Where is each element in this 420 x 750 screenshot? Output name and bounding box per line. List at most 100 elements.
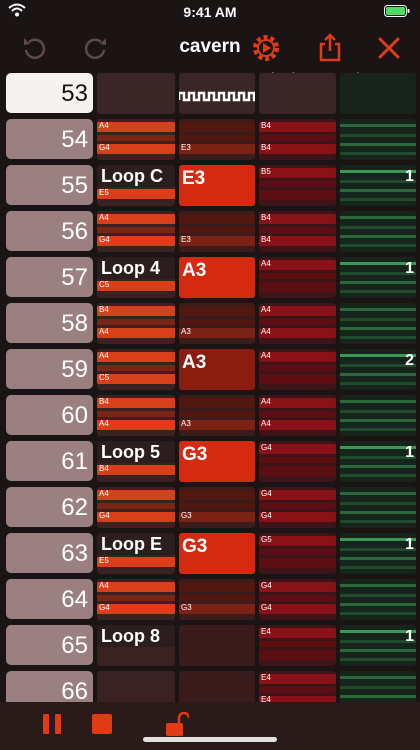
row-number-button[interactable]: 66 <box>6 671 93 702</box>
note-bar <box>97 328 175 338</box>
noi-cell[interactable]: 1 <box>340 625 416 666</box>
noi-cell[interactable] <box>340 487 416 528</box>
sq2-cell[interactable]: A3 <box>179 303 255 344</box>
sq1-cell[interactable] <box>97 73 175 114</box>
tri-cell[interactable]: E4 E4 <box>259 671 336 702</box>
redo-button[interactable] <box>78 30 114 66</box>
row-number-button[interactable]: 55 <box>6 165 93 205</box>
sq2-cell[interactable] <box>179 73 255 114</box>
row-number-button[interactable]: 63 <box>6 533 93 573</box>
pause-button[interactable] <box>40 712 70 742</box>
stop-button[interactable] <box>90 712 120 742</box>
tri-cell[interactable]: G5 <box>259 533 336 574</box>
tri-cell[interactable]: A4 A4 <box>259 395 336 436</box>
row-number-button[interactable]: 65 <box>6 625 93 665</box>
noi-cell[interactable]: 1 <box>340 257 416 298</box>
note-bar <box>97 236 175 246</box>
noi-cell[interactable]: 1 <box>340 533 416 574</box>
sq1-cell[interactable]: A4 G4 <box>97 119 175 160</box>
sq2-cell[interactable]: G3 <box>179 579 255 620</box>
tri-cell[interactable]: A4 <box>259 257 336 298</box>
sq1-cell[interactable]: Loop E E5 <box>97 533 175 574</box>
tri-cell[interactable]: B4 B4 <box>259 119 336 160</box>
row-number: 59 <box>61 356 88 383</box>
sq1-cell[interactable]: Loop C E5 <box>97 165 175 206</box>
note-value: E3 <box>182 168 206 189</box>
note-bar <box>259 444 336 454</box>
row-number-button[interactable]: 53 <box>6 73 93 113</box>
row-number-button[interactable]: 60 <box>6 395 93 435</box>
row-number-button[interactable]: 57 <box>6 257 93 297</box>
tri-cell[interactable]: B4 B4 <box>259 211 336 252</box>
note-bar <box>259 466 336 476</box>
tri-cell[interactable]: G4 G4 <box>259 487 336 528</box>
tri-cell[interactable] <box>259 73 336 114</box>
noi-cell[interactable] <box>340 303 416 344</box>
tri-cell[interactable]: G4 G4 <box>259 579 336 620</box>
noi-cell[interactable] <box>340 119 416 160</box>
note-bar <box>97 490 175 500</box>
note-bar <box>259 168 336 178</box>
sq2-cell[interactable]: E3 <box>179 165 255 206</box>
note-label: C5 <box>99 280 110 289</box>
noi-cell[interactable] <box>340 671 416 702</box>
sq1-cell[interactable]: B4 A4 <box>97 303 175 344</box>
sq2-cell[interactable] <box>179 625 255 666</box>
note-bar <box>97 503 175 509</box>
row-number-button[interactable]: 61 <box>6 441 93 481</box>
tri-cell[interactable]: E4 <box>259 625 336 666</box>
sq2-cell[interactable]: E3 <box>179 119 255 160</box>
noise-count-badge: 1 <box>405 536 414 553</box>
sq2-cell[interactable]: E3 <box>179 211 255 252</box>
sq2-cell[interactable]: A3 <box>179 257 255 298</box>
row-number-button[interactable]: 59 <box>6 349 93 389</box>
row-number-button[interactable]: 58 <box>6 303 93 343</box>
note-bar <box>259 503 336 509</box>
tri-cell[interactable]: A4 <box>259 349 336 390</box>
noi-cell[interactable]: 1 <box>340 165 416 206</box>
sq2-cell[interactable]: A3 <box>179 395 255 436</box>
sq1-cell[interactable]: A4 C5 <box>97 349 175 390</box>
tri-cell[interactable]: G4 <box>259 441 336 482</box>
sq1-cell[interactable]: A4 G4 <box>97 579 175 620</box>
tri-cell[interactable]: A4 A4 <box>259 303 336 344</box>
note-label: B4 <box>261 235 271 244</box>
sq1-cell[interactable]: A4 G4 <box>97 487 175 528</box>
note-bar <box>179 122 255 132</box>
noise-line <box>340 354 416 357</box>
noi-cell[interactable]: 2 <box>340 349 416 390</box>
row-number-button[interactable]: 56 <box>6 211 93 251</box>
tri-cell[interactable]: B5 <box>259 165 336 206</box>
note-bar <box>97 227 175 233</box>
note-label: A4 <box>261 351 271 360</box>
row-number: 65 <box>61 632 88 659</box>
noise-line <box>340 281 416 284</box>
row-number-button[interactable]: 54 <box>6 119 93 159</box>
lock-button[interactable] <box>165 711 195 742</box>
sq1-cell[interactable]: A4 G4 <box>97 211 175 252</box>
sq1-cell[interactable] <box>97 671 175 702</box>
note-label: A4 <box>261 397 271 406</box>
noi-cell[interactable] <box>340 73 416 114</box>
share-button[interactable] <box>312 30 348 66</box>
sq2-cell[interactable] <box>179 671 255 702</box>
settings-button[interactable] <box>248 30 284 66</box>
noi-cell[interactable] <box>340 395 416 436</box>
sq2-cell[interactable]: A3 <box>179 349 255 390</box>
row-number-button[interactable]: 64 <box>6 579 93 619</box>
sq1-cell[interactable]: Loop 4 C5 <box>97 257 175 298</box>
sq2-cell[interactable]: G3 <box>179 533 255 574</box>
sq1-cell[interactable]: Loop 5 B4 <box>97 441 175 482</box>
note-bar <box>97 214 175 224</box>
sq2-cell[interactable]: G3 <box>179 441 255 482</box>
sq1-cell[interactable]: B4 A4 <box>97 395 175 436</box>
note-bar <box>179 214 255 224</box>
noi-cell[interactable]: 1 <box>340 441 416 482</box>
row-number-button[interactable]: 62 <box>6 487 93 527</box>
undo-button[interactable] <box>16 30 52 66</box>
sq1-cell[interactable]: Loop 8 <box>97 625 175 666</box>
sq2-cell[interactable]: G3 <box>179 487 255 528</box>
noi-cell[interactable] <box>340 579 416 620</box>
close-button[interactable] <box>371 30 407 66</box>
noi-cell[interactable] <box>340 211 416 252</box>
